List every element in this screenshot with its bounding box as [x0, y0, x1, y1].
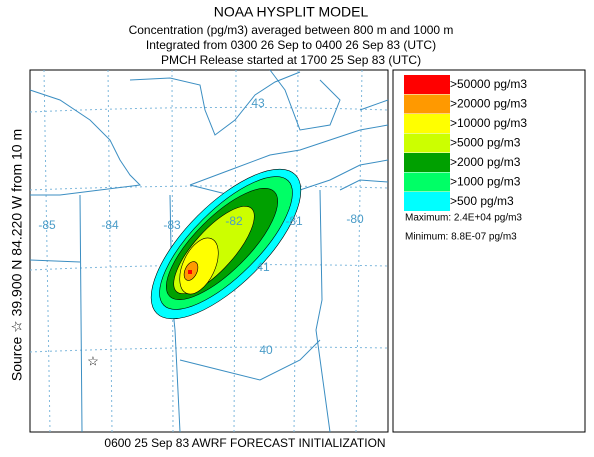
legend-swatch — [404, 94, 450, 114]
longitude-label: -80 — [346, 212, 364, 226]
legend-swatch — [404, 75, 450, 94]
legend: >50000 pg/m3 >20000 pg/m3 >10000 pg/m3 >500… — [404, 75, 527, 211]
longitude-label: -82 — [225, 214, 243, 228]
plume — [150, 168, 302, 320]
legend-swatch — [404, 192, 450, 211]
latitude-label: 40 — [259, 343, 273, 357]
coastlines — [269, 69, 389, 191]
legend-swatch — [404, 133, 450, 153]
source-marker: ☆ — [87, 353, 99, 368]
lake-erie-north — [189, 124, 389, 186]
longitude-label: -84 — [101, 218, 119, 232]
header-line: PMCH Release started at 1700 25 Sep 83 (… — [161, 53, 421, 67]
legend-label: >2000 pg/m3 — [450, 155, 521, 169]
header-lines: Concentration (pg/m3) averaged between 8… — [129, 23, 454, 67]
source-label: Source ☆ 39.900 N 84.220 W from 10 m — [9, 129, 25, 381]
michigan-thumb — [129, 71, 301, 136]
legend-swatch — [404, 172, 450, 192]
rivers — [29, 259, 321, 381]
legend-label: >1000 pg/m3 — [450, 175, 521, 189]
latitude-label: 43 — [251, 96, 265, 110]
legend-swatch — [404, 114, 450, 133]
legend-label: >500 pg/m3 — [450, 194, 514, 208]
header-line: Integrated from 0300 26 Sep to 0400 26 S… — [146, 38, 436, 52]
longitude-label: -83 — [163, 218, 181, 232]
footer: 0600 25 Sep 83 AWRF FORECAST INITIALIZAT… — [104, 436, 385, 450]
map-labels: -85 -84 -83 -82 -81 -80 43 41 40 — [38, 96, 364, 357]
latitude-label: 41 — [256, 260, 270, 274]
legend-label: >10000 pg/m3 — [450, 116, 527, 130]
legend-swatch — [404, 153, 450, 172]
minimum: Minimum: 8.8E-07 pg/m3 — [405, 232, 517, 243]
contour-50000 — [188, 270, 192, 274]
header-line: Concentration (pg/m3) averaged between 8… — [129, 23, 454, 37]
maximum: Maximum: 2.4E+04 pg/m3 — [405, 213, 522, 224]
longitude-label: -81 — [285, 214, 303, 228]
legend-label: >50000 pg/m3 — [450, 77, 527, 91]
title: NOAA HYSPLIT MODEL — [214, 4, 369, 20]
lake-michigan-shore — [29, 89, 142, 196]
longitude-label: -85 — [38, 218, 56, 232]
legend-label: >20000 pg/m3 — [450, 97, 527, 111]
legend-label: >5000 pg/m3 — [450, 136, 521, 150]
